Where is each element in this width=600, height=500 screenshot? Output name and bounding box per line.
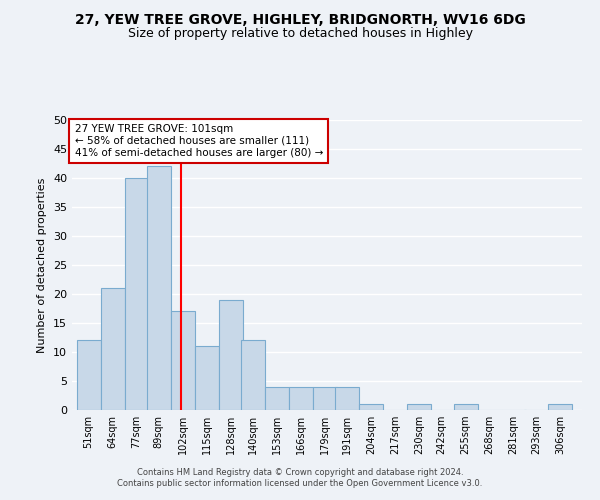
- Bar: [359, 404, 383, 410]
- Text: Size of property relative to detached houses in Highley: Size of property relative to detached ho…: [128, 28, 473, 40]
- Bar: [407, 404, 431, 410]
- Bar: [241, 340, 265, 410]
- Bar: [219, 300, 243, 410]
- Bar: [289, 387, 313, 410]
- Bar: [335, 387, 359, 410]
- Bar: [171, 312, 195, 410]
- Bar: [548, 404, 572, 410]
- Text: 27 YEW TREE GROVE: 101sqm
← 58% of detached houses are smaller (111)
41% of semi: 27 YEW TREE GROVE: 101sqm ← 58% of detac…: [74, 124, 323, 158]
- Bar: [147, 166, 171, 410]
- Bar: [265, 387, 289, 410]
- Bar: [195, 346, 219, 410]
- Bar: [313, 387, 337, 410]
- Bar: [101, 288, 125, 410]
- Text: Contains HM Land Registry data © Crown copyright and database right 2024.
Contai: Contains HM Land Registry data © Crown c…: [118, 468, 482, 487]
- Bar: [454, 404, 478, 410]
- Y-axis label: Number of detached properties: Number of detached properties: [37, 178, 47, 352]
- Text: 27, YEW TREE GROVE, HIGHLEY, BRIDGNORTH, WV16 6DG: 27, YEW TREE GROVE, HIGHLEY, BRIDGNORTH,…: [74, 12, 526, 26]
- Bar: [77, 340, 101, 410]
- Bar: [125, 178, 149, 410]
